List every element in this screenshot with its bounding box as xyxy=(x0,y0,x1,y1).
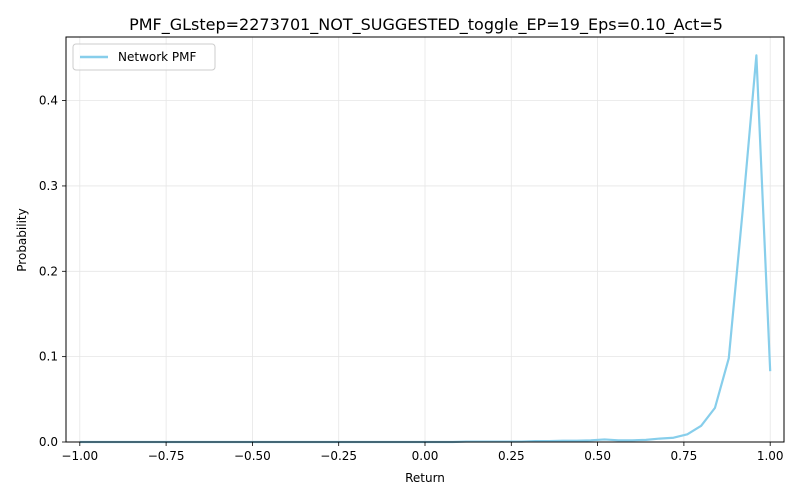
x-tick-label: 0.50 xyxy=(584,449,611,463)
x-tick-label: −0.75 xyxy=(148,449,185,463)
grid xyxy=(66,37,784,443)
y-tick-label: 0.0 xyxy=(39,435,58,449)
x-tick-label: −0.50 xyxy=(234,449,271,463)
y-tick-label: 0.1 xyxy=(39,350,58,364)
y-axis: 0.0 0.1 0.2 0.3 0.4 xyxy=(39,94,66,449)
x-tick-label: −1.00 xyxy=(61,449,98,463)
y-tick-label: 0.3 xyxy=(39,179,58,193)
x-tick-label: 1.00 xyxy=(757,449,784,463)
x-tick-label: 0.25 xyxy=(498,449,525,463)
y-tick-label: 0.2 xyxy=(39,264,58,278)
y-tick-label: 0.4 xyxy=(39,94,58,108)
y-axis-label: Probability xyxy=(15,208,29,271)
legend-box xyxy=(72,43,216,71)
x-axis: −1.00 −0.75 −0.50 −0.25 0.00 0.25 0.50 0.75 1.00 xyxy=(61,442,784,463)
x-tick-label: −0.25 xyxy=(320,449,357,463)
x-axis-label: Return xyxy=(405,471,445,485)
legend: Network PMF xyxy=(72,43,216,71)
x-tick-label: 0.75 xyxy=(671,449,698,463)
x-tick-label: 0.00 xyxy=(412,449,439,463)
legend-label: Network PMF xyxy=(118,50,197,64)
chart-title: PMF_GLstep=2273701_NOT_SUGGESTED_toggle_… xyxy=(129,15,723,35)
